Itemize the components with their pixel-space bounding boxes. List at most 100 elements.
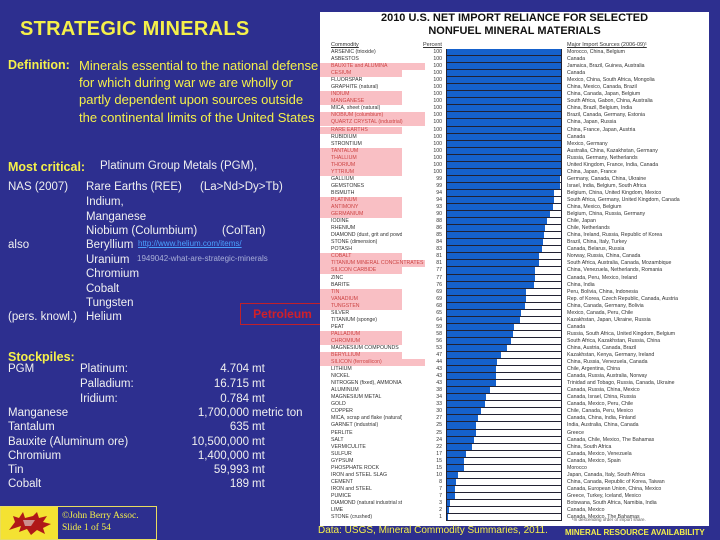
bar-track (446, 436, 562, 444)
import-sources: Morocco (567, 464, 587, 471)
import-reliance-bar (447, 316, 520, 323)
import-sources: Canada, Israel, China, Russia (567, 394, 636, 401)
chart-row: NITROGEN (fixed), AMMONIA 43 Trinidad and … (320, 380, 709, 388)
bar-track (446, 330, 562, 338)
definition-label: Definition: (8, 58, 70, 72)
commodity-name: MAGNESIUM METAL (331, 394, 382, 401)
import-reliance-bar (447, 225, 546, 232)
percent-value: 15 (436, 457, 442, 464)
stockpile-unit: mt (252, 378, 265, 390)
bar-track (446, 196, 562, 205)
import-sources: United Kingdom, France, India, Canada (567, 161, 659, 168)
percent-value: 93 (436, 204, 442, 211)
import-sources: Mexico, China, South Africa, Mongolia (567, 77, 655, 84)
stockpile-name: Bauxite (Aluminum ore) (8, 436, 129, 448)
import-sources: Canada, Chile, Mexico, The Bahamas (567, 436, 655, 443)
commodity-name: SILICON (ferrosilicon) (320, 359, 425, 367)
import-sources: South Africa, Germany, United Kingdom, C… (567, 196, 680, 203)
chart-row: RUBIDIUM 100 Canada (320, 133, 709, 141)
percent-value: 100 (433, 126, 442, 133)
import-reliance-bar (447, 98, 561, 105)
bar-track (446, 366, 562, 374)
commodity-name: FLUORSPAR (331, 77, 363, 84)
bar-track (446, 239, 562, 247)
import-reliance-bar (447, 246, 542, 253)
chart-row: GOLD 33 Canada, Mexico, Peru, Chile (320, 401, 709, 409)
import-reliance-bar (447, 112, 561, 119)
stockpile-row: Manganese 1,700,000 metric ton (8, 407, 318, 422)
percent-value: 43 (436, 366, 442, 373)
import-sources: Greece, Turkey, Iceland, Mexico (567, 492, 641, 499)
import-reliance-bar (447, 408, 482, 415)
percent-value: 25 (436, 429, 442, 436)
import-reliance-bar (447, 415, 478, 422)
commodity-name: GRAPHITE (natural) (331, 84, 379, 91)
import-reliance-bar (447, 161, 561, 168)
chart-row: ASBESTOS 100 Canada (320, 56, 709, 64)
chart-row: GARNET (industrial) 25 India, Australia, C… (320, 422, 709, 430)
percent-value: 100 (433, 49, 442, 55)
bar-track (446, 140, 562, 148)
bar-track (446, 429, 562, 437)
commodity-name: GYPSUM (331, 457, 354, 464)
commodity-name: TANTALUM (320, 147, 402, 155)
commodity-name: COBALT (320, 253, 402, 261)
import-sources: Kazakhstan, Japan, Ukraine, Russia (567, 316, 651, 323)
import-reliance-bar (447, 260, 540, 267)
percent-value: 76 (436, 281, 442, 288)
critical-mineral-item: Helium (86, 311, 122, 323)
critical-mineral-item: Tungsten (86, 297, 134, 309)
percent-value: 59 (436, 323, 442, 330)
bar-track (446, 281, 562, 289)
bar-track (446, 77, 562, 85)
bar-track (446, 443, 562, 451)
percent-value: 25 (436, 422, 442, 429)
import-sources: Chile, Netherlands (567, 225, 610, 232)
stockpile-subitem: Iridium: (80, 393, 118, 405)
commodity-name: CESIUM (320, 70, 402, 78)
commodity-name: RARE EARTHS (320, 126, 402, 134)
import-sources: China, Japan, France (567, 168, 617, 175)
percent-value: 77 (436, 274, 442, 281)
bar-track (446, 401, 562, 409)
import-sources: Jamaica, Brazil, Guinea, Australia (567, 63, 645, 70)
import-reliance-bar (447, 119, 561, 126)
percent-value: 47 (436, 352, 442, 359)
import-reliance-bar (447, 359, 498, 366)
import-sources: Chile, Japan (567, 218, 596, 225)
stockpile-row: PGM Platinum: 4.704 mt (8, 363, 318, 378)
import-reliance-bar (447, 204, 554, 211)
commodity-name: VANADIUM (320, 295, 402, 303)
import-reliance-bar (447, 295, 526, 302)
import-reliance-bar (447, 500, 451, 507)
chart-row: LIME 2 Canada, Mexico (320, 507, 709, 515)
bar-track (446, 337, 562, 345)
chart-row: MAGNESIUM COMPOUNDS 53 China, Austria, Can… (320, 344, 709, 353)
bar-track (446, 126, 562, 134)
stockpile-subitem: Palladium: (80, 378, 134, 390)
stockpile-subitem: Platinum: (80, 363, 128, 375)
chart-row: VERMICULITE 22 China, South Africa (320, 443, 709, 451)
commodity-name: QUARTZ CRYSTAL (industrial) (320, 119, 425, 127)
stockpile-value: 4.704 (220, 363, 249, 375)
bar-track (446, 323, 562, 331)
import-sources: South Africa, Kazakhstan, Russia, China (567, 337, 661, 344)
import-reliance-bar (447, 471, 459, 478)
helium-link[interactable]: http://www.helium.com/items/ (138, 239, 242, 248)
percent-value: 43 (436, 380, 442, 387)
percent-value: 7 (439, 485, 442, 492)
commodity-name: STONE (dimension) (331, 239, 378, 246)
chart-row: MICA, scrap and flake (natural) 27 Canada,… (320, 415, 709, 423)
stockpile-row: Cobalt 189 mt (8, 478, 318, 493)
chart-row: ARSENIC (trioxide) 100 Morocco, China, Bel… (320, 49, 709, 57)
bar-track (446, 288, 562, 296)
percent-value: 2 (439, 507, 442, 514)
import-reliance-bar (447, 492, 455, 499)
chart-row: STRONTIUM 100 Mexico, Germany (320, 140, 709, 148)
percent-value: 77 (436, 267, 442, 274)
chart-row: STONE (dimension) 84 Brazil, China, Italy,… (320, 239, 709, 247)
import-sources: Greece (567, 429, 585, 436)
bar-track (446, 253, 562, 261)
import-reliance-bar (447, 366, 497, 373)
stockpile-unit: mt (252, 464, 265, 476)
